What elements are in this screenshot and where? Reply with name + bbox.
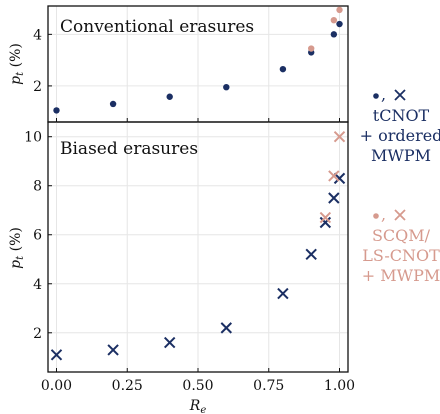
y-tick-label: 6 bbox=[33, 228, 42, 244]
panel-title: Biased erasures bbox=[60, 139, 198, 159]
data-point bbox=[308, 45, 315, 52]
data-point bbox=[330, 31, 338, 38]
data-point bbox=[328, 170, 340, 182]
data-point bbox=[107, 344, 119, 356]
legend-label-line: MWPM bbox=[371, 146, 431, 165]
x-tick-label: 0.25 bbox=[112, 378, 143, 394]
legend-label-line: tCNOT bbox=[373, 106, 430, 125]
data-point bbox=[319, 211, 332, 224]
x-tick-label: 1.00 bbox=[324, 378, 355, 394]
data-point bbox=[328, 192, 340, 204]
x-tick-label: 0.75 bbox=[253, 378, 284, 394]
y-axis-label: pt (%) bbox=[8, 227, 26, 269]
data-point bbox=[223, 84, 230, 91]
data-point bbox=[163, 336, 176, 349]
data-point bbox=[330, 16, 338, 24]
data-point bbox=[50, 349, 63, 361]
legend-dot-marker bbox=[373, 213, 379, 219]
y-tick-label: 2 bbox=[33, 79, 42, 95]
legend-cross-marker bbox=[394, 209, 406, 221]
data-point bbox=[333, 172, 346, 185]
x-tick-label: 0.00 bbox=[41, 378, 72, 394]
data-point bbox=[109, 100, 117, 108]
data-point bbox=[333, 130, 346, 143]
data-point bbox=[166, 93, 173, 100]
legend-label-line: + MWPM bbox=[362, 266, 440, 285]
legend-dot-marker bbox=[373, 93, 379, 99]
y-tick-label: 4 bbox=[33, 277, 42, 293]
panel-title: Conventional erasures bbox=[60, 17, 254, 37]
y-tick-label: 10 bbox=[24, 130, 42, 146]
y-tick-label: 8 bbox=[33, 179, 42, 195]
y-tick-label: 4 bbox=[33, 27, 42, 43]
x-axis-label: Re bbox=[189, 398, 207, 414]
legend-scqm: , SCQM/LS-CNOT+ MWPM bbox=[362, 205, 440, 285]
conventional-erasures-panel: 2 4 Conventional erasures pt (%) bbox=[8, 5, 349, 123]
x-tick-label: 0.50 bbox=[182, 378, 213, 394]
legend-cross-marker bbox=[394, 89, 406, 101]
data-point bbox=[53, 107, 60, 114]
legend-label-line: SCQM/ bbox=[372, 226, 431, 245]
legend-label-line: LS-CNOT bbox=[362, 246, 440, 265]
legend-separator: , bbox=[381, 85, 386, 104]
data-point bbox=[220, 322, 233, 334]
data-point bbox=[336, 20, 343, 28]
biased-erasures-panel: 2 4 6 8 10 Biased erasures pt (%) 0.00 0.25 0.50 0… bbox=[8, 121, 355, 414]
data-point bbox=[336, 6, 343, 14]
y-tick-label: 2 bbox=[33, 326, 42, 342]
data-point bbox=[319, 216, 332, 229]
legend-separator: , bbox=[381, 205, 386, 224]
data-point bbox=[277, 287, 289, 300]
data-point bbox=[279, 65, 287, 73]
data-point bbox=[305, 248, 317, 261]
legend-label-line: + ordered bbox=[360, 126, 440, 145]
y-axis-label: pt (%) bbox=[8, 43, 26, 85]
